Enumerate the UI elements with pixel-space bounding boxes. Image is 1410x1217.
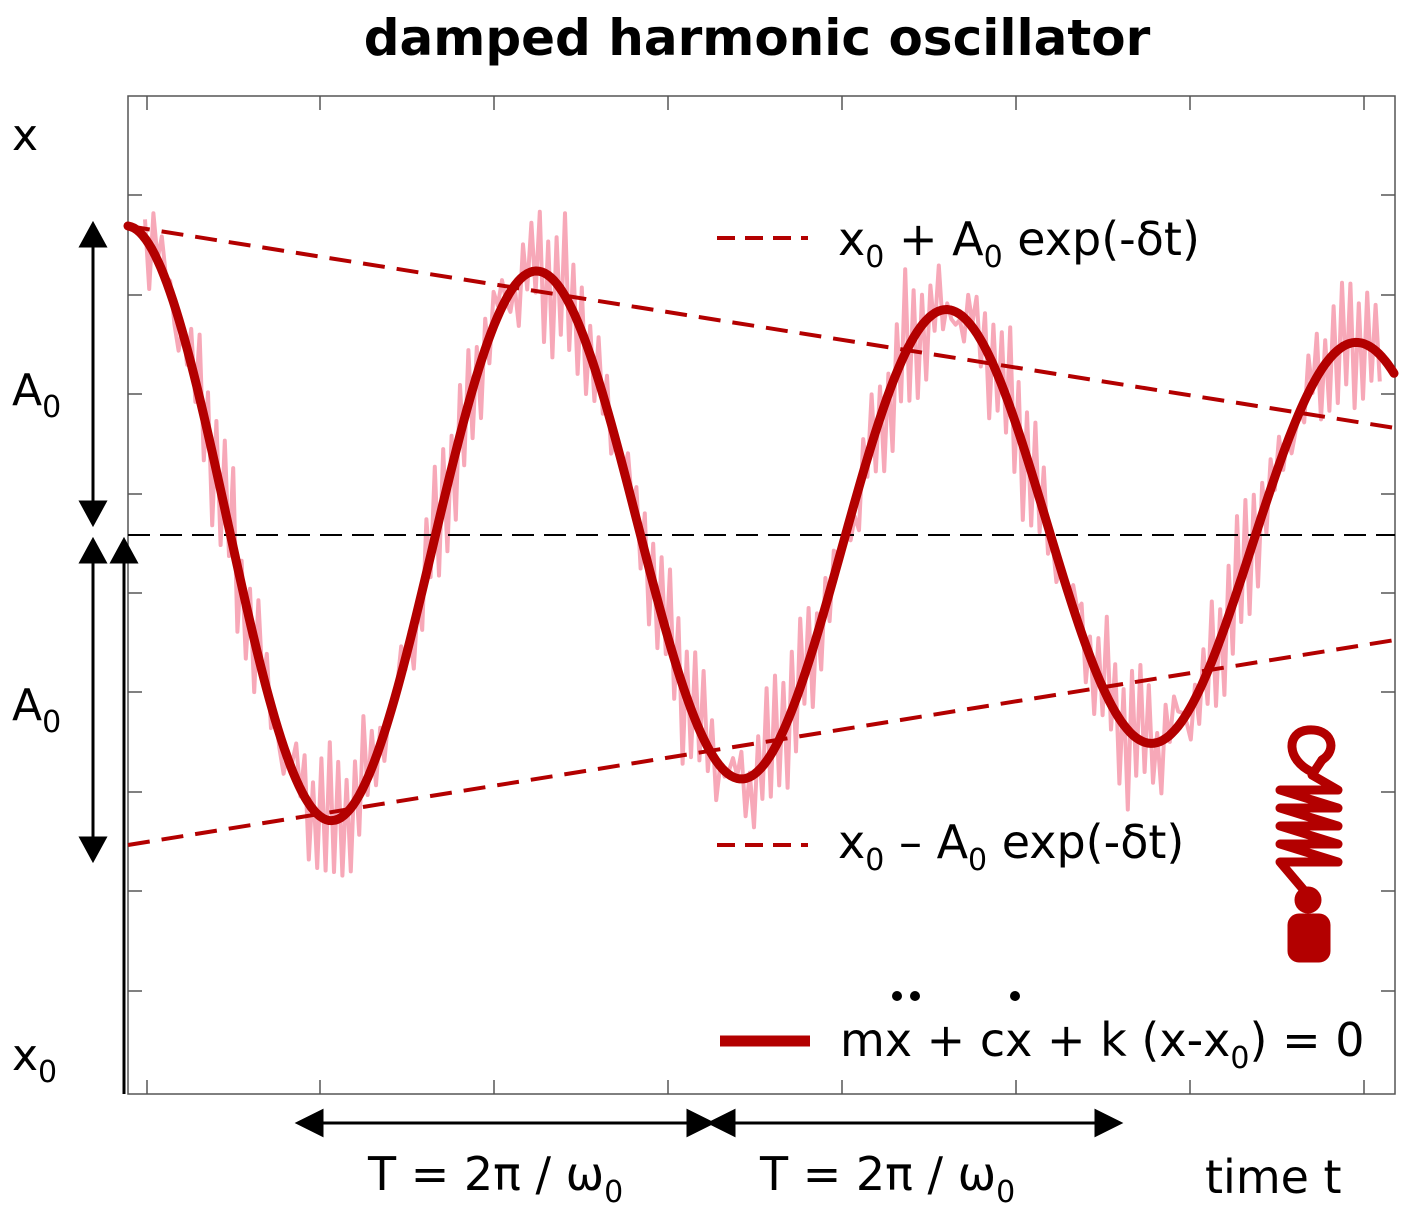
period-arrow-2 bbox=[706, 1108, 1124, 1138]
upper-envelope-line bbox=[127, 224, 1396, 430]
amplitude-label-lower: A0 bbox=[12, 680, 61, 740]
period-label-2: T = 2π / ω0 bbox=[759, 1147, 1015, 1210]
damped-oscillation-line bbox=[123, 221, 1399, 826]
period-arrow-1 bbox=[294, 1108, 716, 1138]
legend-lower-text: x0 – A0 exp(-δt) bbox=[838, 815, 1184, 878]
period-label-1: T = 2π / ω0 bbox=[367, 1147, 623, 1210]
derivative-dots bbox=[892, 991, 1020, 1001]
y-axis-label: x bbox=[12, 110, 38, 161]
figure-title: damped harmonic oscillator bbox=[364, 9, 1151, 67]
amplitude-arrow-lower bbox=[78, 536, 108, 864]
equilibrium-arrow bbox=[109, 536, 139, 1094]
legend-equation-text: mx + cx + k (x-x0) = 0 bbox=[840, 1013, 1365, 1076]
axis-ticks bbox=[128, 96, 1395, 1094]
equilibrium-label: x0 bbox=[12, 1030, 57, 1090]
amplitude-arrow-upper bbox=[78, 220, 108, 528]
x-axis-label: time t bbox=[1205, 1150, 1342, 1204]
spring-mass-icon bbox=[1275, 725, 1343, 963]
double-dot-x: x bbox=[885, 1013, 912, 1067]
noisy-signal-line bbox=[143, 209, 1382, 878]
lower-envelope-line bbox=[127, 638, 1396, 847]
amplitude-label-upper: A0 bbox=[12, 365, 61, 425]
plot-frame bbox=[127, 95, 1396, 1095]
single-dot-x: x bbox=[1005, 1013, 1032, 1067]
legend-upper-text: x0 + A0 exp(-δt) bbox=[838, 212, 1200, 275]
